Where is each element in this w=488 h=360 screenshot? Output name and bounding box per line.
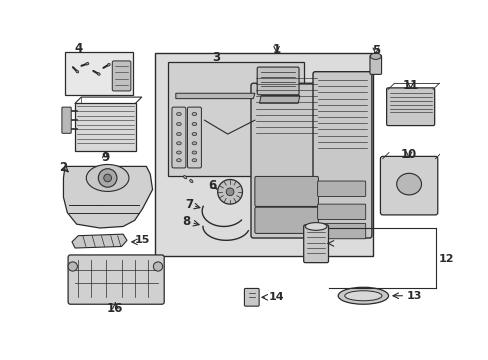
Ellipse shape xyxy=(176,159,181,162)
FancyBboxPatch shape xyxy=(317,204,365,220)
Ellipse shape xyxy=(369,53,381,59)
Ellipse shape xyxy=(396,173,421,195)
Text: 15: 15 xyxy=(135,235,150,245)
FancyBboxPatch shape xyxy=(303,225,328,263)
Ellipse shape xyxy=(192,132,196,136)
Text: 11: 11 xyxy=(402,79,418,92)
FancyBboxPatch shape xyxy=(65,53,133,95)
Ellipse shape xyxy=(76,70,79,73)
Ellipse shape xyxy=(189,179,193,183)
FancyBboxPatch shape xyxy=(317,223,365,239)
FancyBboxPatch shape xyxy=(187,107,201,168)
Text: 10: 10 xyxy=(400,148,416,161)
Ellipse shape xyxy=(338,287,388,304)
FancyBboxPatch shape xyxy=(62,107,71,133)
Circle shape xyxy=(98,169,117,187)
FancyBboxPatch shape xyxy=(112,61,131,91)
Ellipse shape xyxy=(176,112,181,116)
Text: 1: 1 xyxy=(272,43,280,56)
Text: 12: 12 xyxy=(438,254,453,264)
FancyBboxPatch shape xyxy=(155,53,373,256)
Ellipse shape xyxy=(192,142,196,145)
Circle shape xyxy=(217,180,242,204)
FancyBboxPatch shape xyxy=(244,288,259,306)
Text: 16: 16 xyxy=(107,302,123,315)
Ellipse shape xyxy=(176,142,181,145)
Text: 3: 3 xyxy=(212,51,220,64)
FancyBboxPatch shape xyxy=(75,103,135,151)
Ellipse shape xyxy=(97,73,100,75)
FancyBboxPatch shape xyxy=(250,83,321,238)
Ellipse shape xyxy=(86,165,129,192)
Text: 7: 7 xyxy=(184,198,193,211)
Text: 6: 6 xyxy=(208,179,216,192)
Ellipse shape xyxy=(192,112,196,116)
Text: 8: 8 xyxy=(182,215,190,228)
Polygon shape xyxy=(176,93,254,99)
Ellipse shape xyxy=(192,122,196,126)
Text: 9: 9 xyxy=(101,150,109,164)
FancyBboxPatch shape xyxy=(369,55,381,75)
Ellipse shape xyxy=(176,132,181,136)
Ellipse shape xyxy=(305,222,326,230)
Text: 14: 14 xyxy=(268,292,284,302)
Ellipse shape xyxy=(192,159,196,162)
Text: 4: 4 xyxy=(74,42,82,55)
Ellipse shape xyxy=(344,291,381,301)
FancyBboxPatch shape xyxy=(317,181,365,197)
Polygon shape xyxy=(72,234,127,248)
Circle shape xyxy=(103,174,111,182)
Polygon shape xyxy=(259,95,299,103)
Text: 13: 13 xyxy=(406,291,421,301)
FancyBboxPatch shape xyxy=(386,88,434,126)
Ellipse shape xyxy=(183,176,186,179)
FancyBboxPatch shape xyxy=(68,255,164,304)
Ellipse shape xyxy=(176,151,181,154)
FancyBboxPatch shape xyxy=(312,72,371,238)
Ellipse shape xyxy=(85,63,89,65)
Circle shape xyxy=(68,262,77,271)
FancyBboxPatch shape xyxy=(380,156,437,215)
Ellipse shape xyxy=(176,122,181,126)
Text: 2: 2 xyxy=(59,161,67,175)
FancyBboxPatch shape xyxy=(168,62,303,176)
FancyBboxPatch shape xyxy=(254,176,318,206)
FancyBboxPatch shape xyxy=(172,107,185,168)
Circle shape xyxy=(153,262,163,271)
Text: 5: 5 xyxy=(371,44,379,57)
Polygon shape xyxy=(63,166,152,228)
Ellipse shape xyxy=(192,151,196,154)
Circle shape xyxy=(226,188,233,195)
FancyBboxPatch shape xyxy=(254,207,318,233)
Ellipse shape xyxy=(107,63,110,66)
FancyBboxPatch shape xyxy=(257,67,299,95)
